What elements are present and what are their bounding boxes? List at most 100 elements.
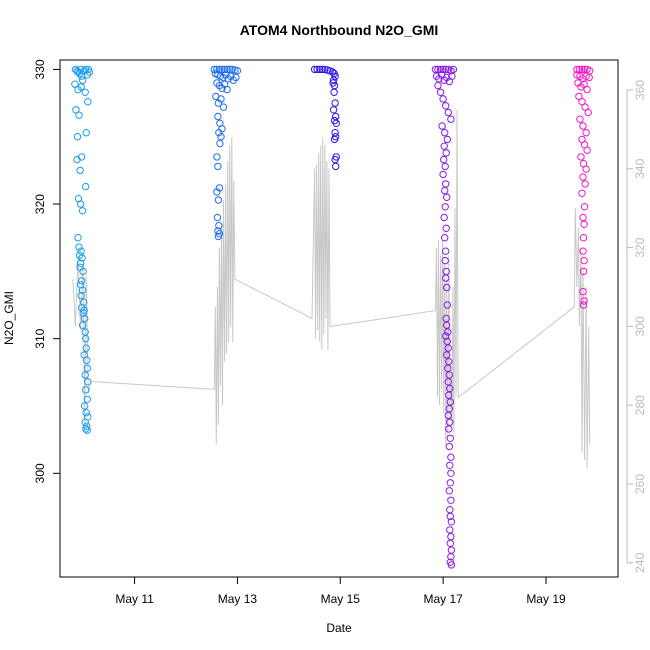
data-point	[442, 235, 448, 241]
data-point	[448, 116, 454, 122]
points-layer	[72, 66, 593, 568]
data-point	[447, 507, 453, 513]
x-axis-label: Date	[326, 621, 352, 635]
data-point	[580, 235, 586, 241]
data-point	[447, 480, 453, 486]
data-point	[584, 147, 590, 153]
data-point	[437, 89, 443, 95]
y-axis-label: N2O_GMI	[2, 291, 16, 345]
data-point	[447, 540, 453, 546]
data-point	[444, 194, 450, 200]
data-point	[443, 275, 449, 281]
data-point	[77, 167, 83, 173]
data-point	[447, 527, 453, 533]
data-point	[444, 136, 450, 142]
data-point	[443, 150, 449, 156]
data-point	[82, 89, 88, 95]
point-series-1	[72, 66, 93, 433]
y-tick-label: 310	[33, 328, 47, 348]
data-point	[215, 197, 221, 203]
data-point	[447, 435, 453, 441]
data-point	[448, 470, 454, 476]
chart-title: ATOM4 Northbound N2O_GMI	[240, 22, 439, 38]
data-point	[580, 214, 586, 220]
data-point	[332, 100, 338, 106]
y-tick-label: 330	[33, 59, 47, 79]
y-tick-label: 320	[33, 194, 47, 214]
data-point	[330, 107, 336, 113]
data-point	[445, 109, 451, 115]
data-point	[446, 426, 452, 432]
data-point	[220, 104, 226, 110]
data-point	[448, 454, 454, 460]
data-point	[440, 171, 446, 177]
data-point	[214, 154, 220, 160]
data-point	[440, 96, 446, 102]
data-point	[439, 123, 445, 129]
data-point	[331, 89, 337, 95]
data-point	[578, 154, 584, 160]
y2-tick-label: 280	[633, 395, 647, 415]
data-point	[215, 113, 221, 119]
data-point	[214, 214, 220, 220]
data-point	[584, 86, 590, 92]
data-point	[443, 103, 449, 109]
secondary-line	[73, 110, 590, 469]
data-point	[85, 99, 91, 105]
data-point	[580, 123, 586, 129]
y2-tick-label: 260	[633, 474, 647, 494]
data-point	[435, 82, 441, 88]
data-point	[79, 77, 85, 83]
data-point	[442, 204, 448, 210]
data-point	[75, 235, 81, 241]
data-point	[581, 204, 587, 210]
data-point	[585, 109, 591, 115]
x-axis: May 11 May 13 May 15 May 17 May 19	[115, 577, 566, 606]
x-tick-label: May 11	[115, 592, 154, 606]
data-point	[446, 488, 452, 494]
data-point	[441, 156, 447, 162]
data-point	[217, 140, 223, 146]
chart-svg: ATOM4 Northbound N2O_GMI May 11 May 13 May…	[0, 0, 650, 650]
data-point	[579, 190, 585, 196]
data-point	[448, 533, 454, 539]
data-point	[333, 163, 339, 169]
data-point	[83, 183, 89, 189]
y2-tick-label: 340	[633, 158, 647, 178]
data-point	[446, 443, 452, 449]
x-tick-label: May 19	[526, 592, 566, 606]
data-point	[447, 462, 453, 468]
y2-tick-label: 360	[633, 80, 647, 100]
y2-tick-label: 300	[633, 316, 647, 336]
data-point	[333, 113, 339, 119]
data-point	[84, 427, 90, 433]
data-point	[83, 130, 89, 136]
data-point	[580, 174, 586, 180]
data-point	[442, 187, 448, 193]
y-tick-label: 300	[33, 463, 47, 483]
data-point	[441, 214, 447, 220]
data-point	[577, 116, 583, 122]
data-point	[442, 163, 448, 169]
x-tick-label: May 17	[423, 592, 463, 606]
data-point	[83, 410, 89, 416]
data-point	[581, 257, 587, 263]
secondary-line-layer	[73, 110, 590, 469]
y-axis: 300 310 320 330	[33, 59, 60, 483]
data-point	[583, 166, 589, 172]
y2-tick-label: 240	[633, 552, 647, 572]
data-point	[581, 221, 587, 227]
data-point	[443, 181, 449, 187]
data-point	[448, 547, 454, 553]
x-tick-label: May 13	[218, 592, 258, 606]
data-point	[443, 248, 449, 254]
y2-tick-label: 320	[633, 237, 647, 257]
data-point	[76, 112, 82, 118]
data-point	[441, 143, 447, 149]
data-point	[79, 208, 85, 214]
data-point	[442, 130, 448, 136]
y2-axis: 240 260 280 300 320 340 360	[627, 80, 647, 573]
data-point	[215, 163, 221, 169]
data-point	[443, 225, 449, 231]
x-tick-label: May 15	[321, 592, 361, 606]
